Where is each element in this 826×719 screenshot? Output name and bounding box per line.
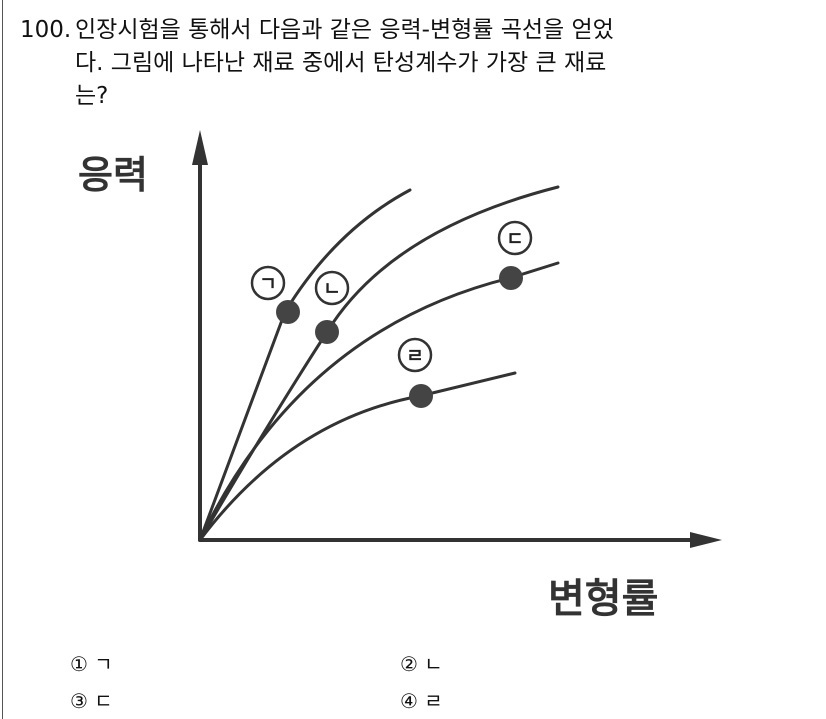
question-line: 는? xyxy=(75,83,109,109)
choice-3[interactable]: ③ ㄷ xyxy=(70,685,113,714)
choice-text: ㄹ xyxy=(424,689,443,713)
question-number: 100. xyxy=(20,17,72,43)
question-line: 인장시험을 통해서 다음과 같은 응력-변형률 곡선을 얻었 xyxy=(75,17,614,43)
choice-number: ④ xyxy=(400,689,418,713)
curve-label: ㄴ xyxy=(323,278,340,300)
point-3 xyxy=(499,266,523,290)
curve-label: ㄷ xyxy=(506,228,523,250)
choice-text: ㄱ xyxy=(94,652,113,676)
choice-text: ㄴ xyxy=(424,652,443,676)
choice-text: ㄷ xyxy=(94,689,113,713)
choice-number: ③ xyxy=(70,689,88,713)
point-2 xyxy=(315,320,339,344)
choice-1[interactable]: ① ㄱ xyxy=(70,648,113,677)
x-axis-arrow xyxy=(690,532,722,548)
x-axis-label: 변형률 xyxy=(548,576,658,622)
choice-number: ② xyxy=(400,652,418,676)
choice-2[interactable]: ② ㄴ xyxy=(400,648,443,677)
page-border xyxy=(2,0,3,719)
choice-4[interactable]: ④ ㄹ xyxy=(400,685,443,714)
question-line: 다. 그림에 나타난 재료 중에서 탄성계수가 가장 큰 재료 xyxy=(75,50,607,76)
y-axis-label: 응력 xyxy=(78,153,148,197)
curve-4 xyxy=(198,371,517,542)
point-1 xyxy=(276,300,300,324)
y-axis-arrow xyxy=(192,130,208,165)
curve-label: ㄹ xyxy=(406,345,423,367)
curve-label: ㄱ xyxy=(259,273,276,295)
question-text: 100. 인장시험을 통해서 다음과 같은 응력-변형률 곡선을 얻었 다. 그림… xyxy=(20,14,614,113)
point-4 xyxy=(409,384,433,408)
curve-3 xyxy=(198,261,560,542)
choice-number: ① xyxy=(70,652,88,676)
